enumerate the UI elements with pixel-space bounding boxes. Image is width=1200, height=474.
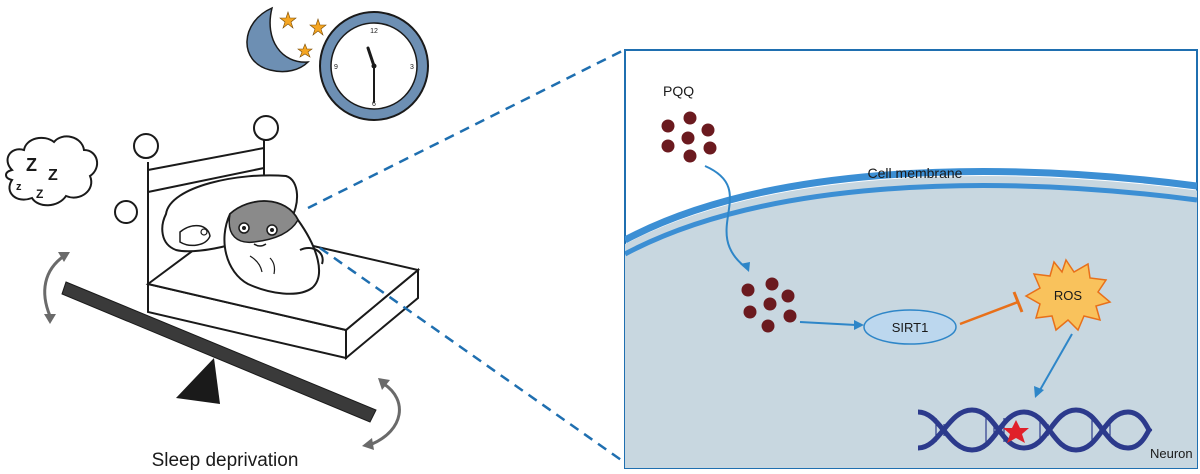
clock-numeral-12: 12 — [370, 28, 378, 35]
clock-icon: 12 3 6 9 — [319, 11, 429, 121]
star-icon — [297, 43, 313, 58]
right-panel: PQQ Cell membrane — [624, 49, 1198, 469]
moon-icon — [246, 6, 310, 73]
ros-burst-icon: ROS — [1024, 258, 1112, 332]
sirt1-inhibits-ros-arrow — [959, 300, 1019, 326]
sleep-z-letter: z — [16, 181, 22, 193]
clock-numeral-6: 6 — [372, 101, 376, 108]
left-panel: 12 3 6 9 Z Z z Z — [5, 6, 429, 471]
ros-to-dna-arrow — [1039, 333, 1073, 391]
left-panel-caption: Sleep deprivation — [152, 450, 299, 471]
sleep-bubble-icon: Z Z z Z — [5, 135, 99, 207]
mouse-icon — [179, 200, 324, 295]
cell-membrane-label: Cell membrane — [868, 165, 963, 181]
clock-numeral-3: 3 — [410, 64, 414, 71]
star-icon — [279, 11, 297, 29]
neuron-label: Neuron — [1150, 446, 1193, 461]
dna-icon — [917, 407, 1153, 453]
sleep-z-letter: Z — [36, 187, 43, 201]
sirt1-label: SIRT1 — [892, 320, 929, 335]
clock-numeral-9: 9 — [334, 64, 338, 71]
pqq-cluster-extracellular — [661, 111, 717, 163]
sirt1-node — [863, 309, 957, 345]
ros-label: ROS — [1054, 288, 1083, 303]
pqq-cluster-intracellular — [741, 277, 797, 333]
damage-star-icon — [1003, 420, 1029, 443]
pqq-label: PQQ — [663, 83, 694, 99]
cell-membrane — [625, 168, 1197, 244]
pqq-uptake-arrow — [704, 165, 745, 267]
sleep-z-letter: Z — [26, 155, 37, 175]
sleep-z-letter: Z — [48, 167, 58, 184]
star-icon — [309, 18, 327, 36]
seesaw-icon — [43, 252, 401, 450]
pqq-to-sirt1-arrow — [799, 321, 857, 326]
zoom-lines — [307, 48, 625, 464]
